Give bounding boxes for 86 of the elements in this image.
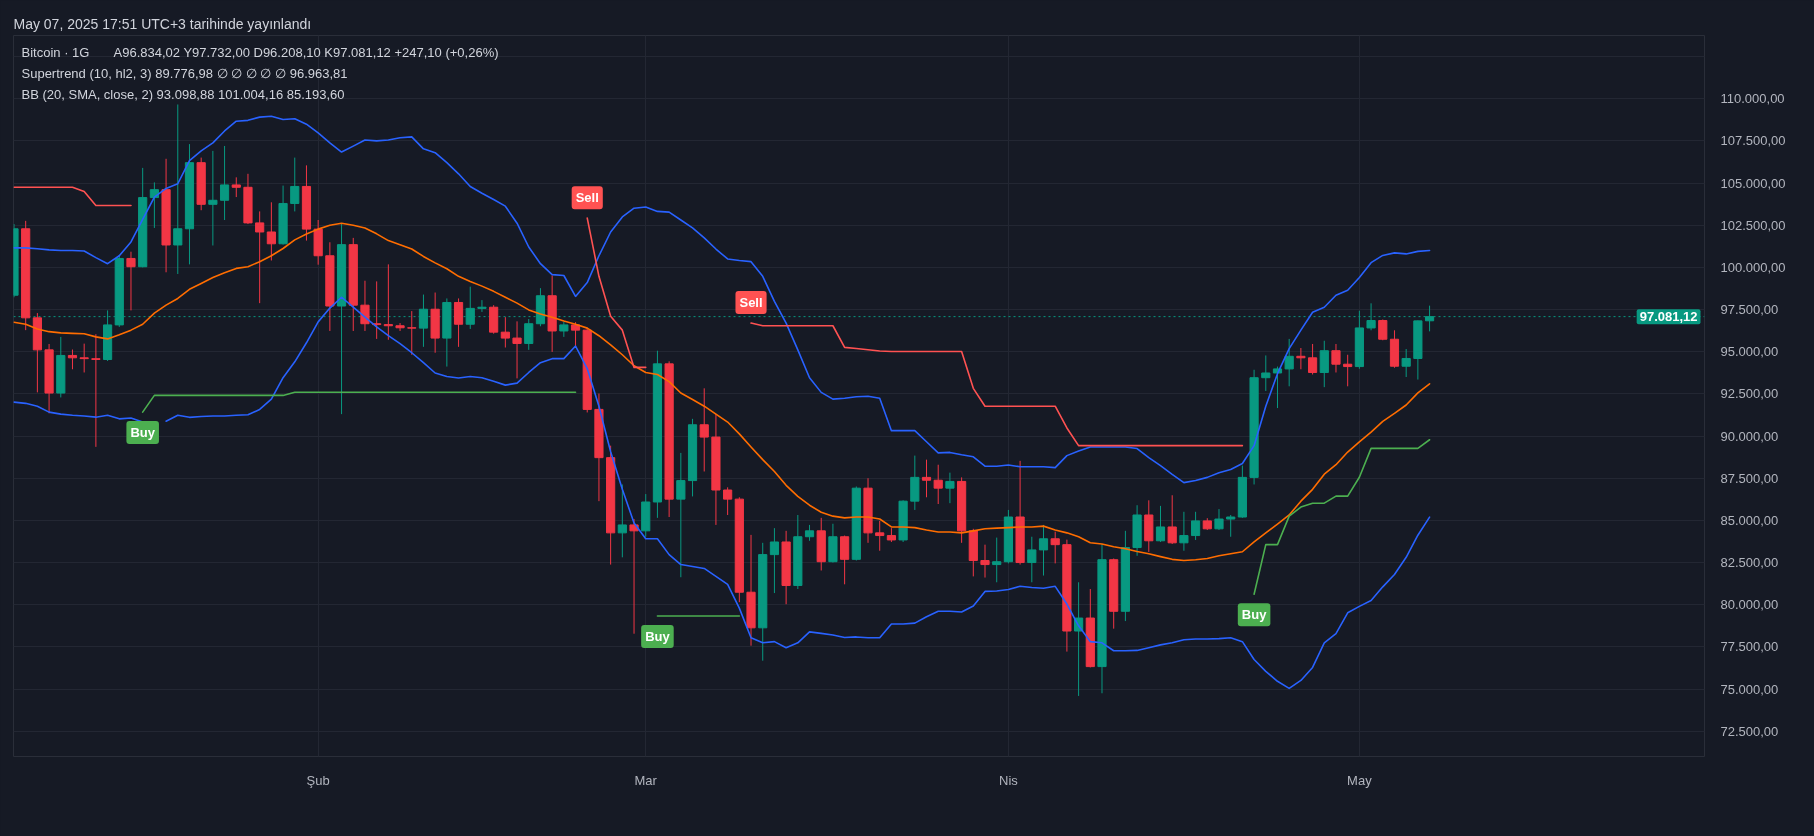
candlestick: [1319, 340, 1329, 388]
candlestick: [67, 349, 78, 370]
y-tick-label: 82.500,00: [1720, 555, 1779, 571]
candlestick: [91, 333, 101, 448]
y-tick-label: 72.500,00: [1720, 723, 1779, 739]
y-tick-label: 75.000,00: [1720, 681, 1779, 697]
candlestick: [1179, 511, 1189, 552]
candlestick: [1027, 536, 1037, 583]
candlestick: [512, 320, 522, 379]
candlestick: [407, 310, 417, 356]
candlestick: [980, 544, 990, 579]
chart-subtitle: May 07, 2025 17:51 UTC+3 tarihinde yayınlandı: [13, 15, 312, 32]
candlestick: [1155, 505, 1166, 543]
candlestick: [477, 299, 487, 313]
candlestick: [617, 483, 627, 558]
y-tick-label: 87.500,00: [1720, 470, 1779, 486]
candlestick: [524, 318, 534, 351]
candlestick: [1307, 343, 1318, 375]
candlestick: [383, 263, 393, 341]
candlestick: [629, 518, 639, 635]
y-tick-label: 77.500,00: [1720, 639, 1779, 655]
line-series: [13, 115, 1431, 484]
text: Bitcoin · 1G: [21, 44, 90, 60]
candlestick: [992, 537, 1002, 583]
candlestick: [1191, 511, 1201, 541]
y-tick-label: 90.000,00: [1720, 428, 1779, 444]
candlestick: [1214, 508, 1224, 531]
candlestick: [208, 150, 218, 246]
candlestick: [126, 251, 136, 311]
candlestick: [255, 210, 265, 304]
line-series: [13, 222, 1431, 562]
y-tick-label: 110.000,00: [1720, 91, 1785, 107]
candlestick: [699, 387, 709, 472]
y-tick-label: 92.500,00: [1720, 386, 1779, 402]
candlestick: [395, 322, 405, 332]
y-tick-label: 107.500,00: [1720, 133, 1786, 149]
candlestick: [1167, 494, 1177, 545]
annotation: Supertrend (10, hl2, 3) 89.776,98 ∅ ∅ ∅ ∅ ∅ 96.963,81: [21, 65, 348, 81]
candlestick: [769, 527, 780, 594]
candlestick: [79, 343, 89, 373]
x-tick-label: May: [1347, 772, 1373, 788]
y-tick-label: 102.500,00: [1720, 217, 1786, 233]
y-tick-label: 80.000,00: [1720, 597, 1779, 613]
x-tick-label: Mar: [634, 772, 658, 788]
candlestick: [921, 459, 932, 498]
annotation: A96.834,02 Y97.732,00 D96.208,10 K97.081,12 +247,10 (+0,26%): [113, 44, 499, 60]
candlestick: [1226, 514, 1236, 538]
candlestick: [1050, 531, 1060, 564]
annotation: Sell: [575, 190, 599, 206]
candlestick: [290, 157, 300, 212]
candlestick: [570, 321, 581, 348]
y-tick-label: 95.000,00: [1720, 344, 1779, 360]
candlestick: [1401, 348, 1411, 378]
annotation: Buy: [1241, 607, 1268, 623]
ref-line-label: 97.081,12: [1639, 309, 1698, 325]
candlestick: [676, 452, 686, 578]
annotation: BB (20, SMA, close, 2) 93.098,88 101.004,16 85.193,60: [21, 86, 345, 102]
candlestick: [945, 472, 955, 504]
annotation: Buy: [130, 425, 156, 441]
candlestick: [173, 103, 183, 275]
candlestick: [875, 520, 885, 552]
candlestick: [500, 316, 510, 349]
candlestick: [933, 464, 943, 505]
y-tick-label: 105.000,00: [1720, 175, 1786, 191]
candlestick: [1331, 343, 1341, 373]
candlestick: [1038, 524, 1049, 577]
candlestick: [231, 176, 241, 198]
x-tick-label: Nis: [999, 772, 1019, 788]
candlestick: [360, 280, 370, 332]
candlestick: [266, 201, 276, 261]
candlestick: [723, 486, 733, 516]
annotation: Buy: [645, 629, 671, 645]
candlestick: [453, 297, 464, 348]
candlestick: [1296, 347, 1306, 370]
y-tick-label: 85.000,00: [1720, 512, 1779, 528]
candlestick: [910, 455, 920, 511]
annotation: Sell: [739, 295, 763, 311]
y-tick-label: 100.000,00: [1720, 259, 1786, 275]
candlestick: [1284, 338, 1294, 387]
candlestick: [1261, 354, 1271, 392]
y-tick-label: 97.500,00: [1720, 302, 1779, 318]
candlestick: [840, 535, 850, 585]
candlestick: [1343, 354, 1353, 387]
candlestick: [1272, 366, 1283, 409]
x-tick-label: Şub: [306, 772, 330, 788]
candlestick: [219, 145, 230, 221]
